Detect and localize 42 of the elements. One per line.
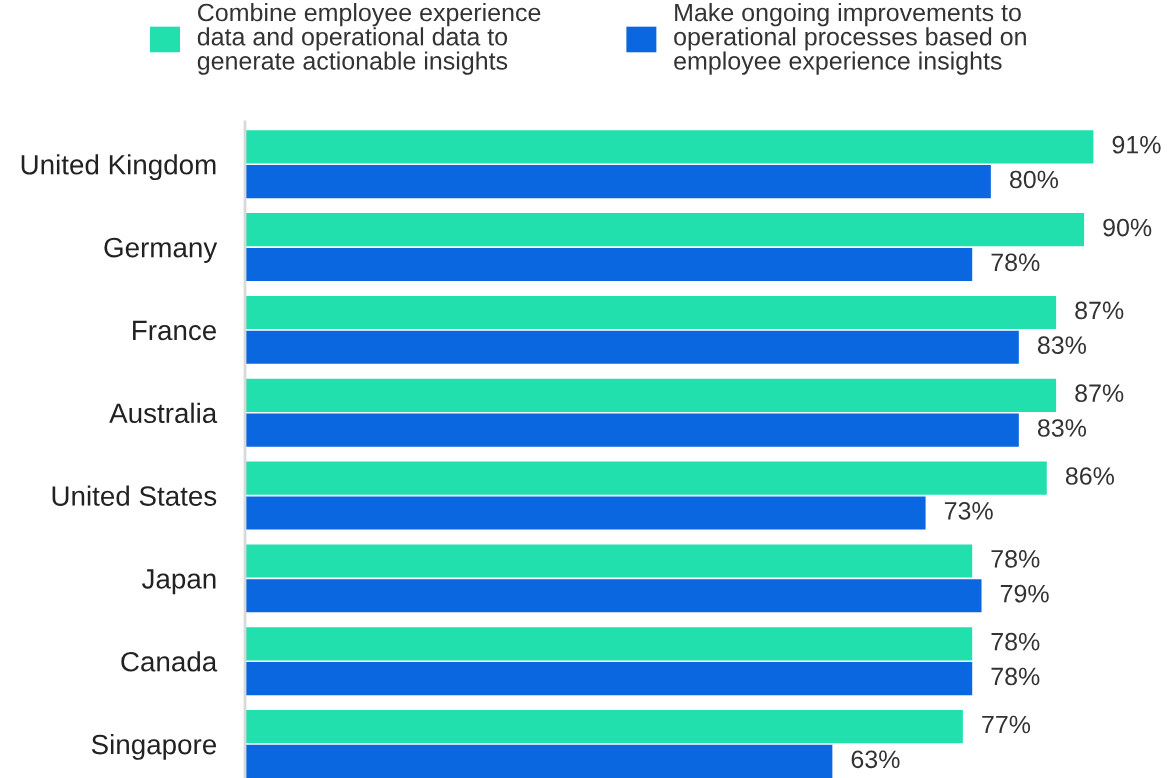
- data-label: 87%: [1075, 301, 1124, 320]
- legend-label: Make ongoing improvements to operational processes based on employee experience insights: [674, 3, 1026, 75]
- bar: [245, 330, 1019, 364]
- y-tick-label: Germany: [104, 237, 218, 263]
- data-label: 79%: [1000, 584, 1049, 603]
- y-tick-label: Australia: [109, 402, 218, 424]
- bar: [245, 165, 991, 199]
- data-label: 87%: [1075, 384, 1124, 403]
- bar: [245, 579, 982, 613]
- bar: [245, 496, 926, 530]
- data-label: 91%: [1112, 135, 1161, 154]
- y-tick-label: Singapore: [91, 733, 216, 760]
- bar: [245, 130, 1094, 164]
- bar: [245, 662, 973, 696]
- data-label: 78%: [991, 667, 1040, 686]
- bar: [245, 744, 833, 778]
- bar: [245, 627, 973, 661]
- data-label: 78%: [991, 550, 1040, 568]
- data-label: 63%: [851, 750, 900, 769]
- bar: [245, 295, 1057, 330]
- y-tick-label: United Kingdom: [21, 154, 216, 181]
- y-tick-label: United States: [52, 485, 217, 506]
- data-label: 78%: [991, 632, 1040, 651]
- data-label: 78%: [991, 253, 1040, 272]
- bar: [245, 378, 1057, 412]
- data-label: 77%: [982, 715, 1031, 734]
- legend-label: Combine employee experience data and operational data to generate actionable insights: [197, 3, 541, 75]
- bar: [245, 413, 1019, 447]
- data-label: 90%: [1103, 218, 1152, 237]
- data-label: 86%: [1065, 467, 1114, 485]
- bar: [245, 461, 1047, 495]
- data-label: 80%: [1009, 170, 1059, 189]
- data-label: 73%: [944, 501, 993, 520]
- data-label: 83%: [1037, 419, 1087, 437]
- y-tick-label: France: [133, 320, 216, 341]
- y-tick-label: Japan: [141, 569, 216, 595]
- bar: [245, 213, 1085, 247]
- bar: [245, 247, 973, 282]
- bar: [245, 544, 973, 578]
- y-tick-label: Canada: [121, 651, 218, 672]
- bar: [245, 710, 963, 744]
- data-label: 83%: [1037, 336, 1087, 354]
